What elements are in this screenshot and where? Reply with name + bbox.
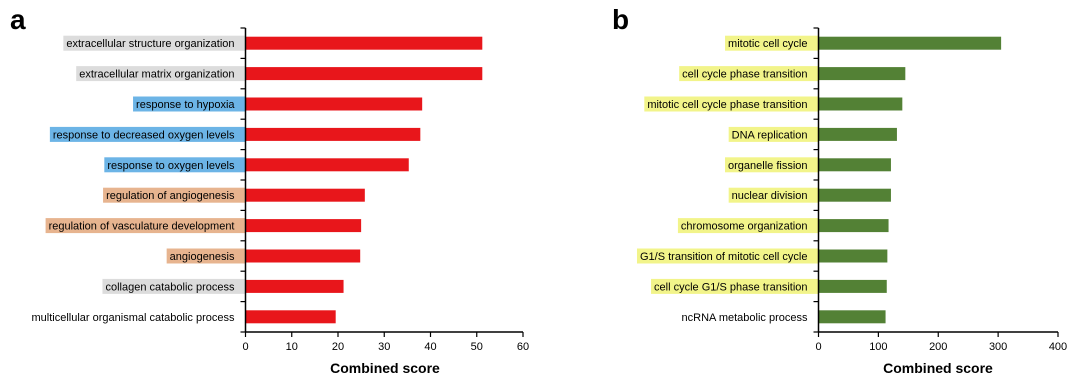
x-tick-label: 100 [869,341,887,353]
bar [245,279,344,293]
category-label: angiogenesis [170,251,235,263]
category-label: cell cycle phase transition [682,69,807,81]
bar [818,279,887,293]
bar [245,158,409,172]
category-label: G1/S transition of mitotic cell cycle [640,251,808,263]
category-label: response to decreased oxygen levels [53,129,235,141]
category-highlight [102,278,246,294]
bar [245,127,421,141]
panel-b-chart: b mitotic cell cycle cell cycle phase tran… [612,4,1067,376]
x-tick-label: 300 [989,341,1007,353]
category-highlight [133,96,246,112]
category-label: regulation of vasculature development [49,221,235,233]
bar [245,249,361,263]
category-label: collagen catabolic process [105,281,235,293]
bar [245,188,365,202]
panel-label-b: b [612,4,629,35]
x-tick-label: 50 [471,341,483,353]
category-label: mitotic cell cycle [728,38,807,50]
x-tick-label: 200 [929,341,947,353]
bar [818,127,897,141]
bar [818,249,888,263]
category-highlight [677,218,819,234]
x-tick-label: 10 [286,341,298,353]
bar [245,219,362,233]
category-label: multicellular organismal catabolic proce… [32,312,235,324]
x-tick-label: 0 [242,341,248,353]
x-tick-label: 0 [815,341,821,353]
bar [818,36,1002,50]
bar [818,310,886,324]
category-label: cell cycle G1/S phase transition [654,281,807,293]
category-label: organelle fission [728,160,808,172]
category-label: ncRNA metabolic process [682,312,808,324]
panel-label-a: a [10,4,26,35]
category-highlight [103,187,246,203]
category-highlight [45,218,246,234]
bar [245,97,423,111]
bar [245,36,483,50]
category-label: mitotic cell cycle phase transition [647,99,807,111]
x-tick-label: 30 [378,341,390,353]
category-highlight [651,278,819,294]
bar [245,67,483,81]
category-highlight [63,35,246,51]
category-highlight [636,248,819,264]
category-label: extracellular matrix organization [79,69,234,81]
category-highlight [679,66,819,82]
category-highlight [728,126,819,142]
category-highlight [76,66,246,82]
category-highlight [104,157,246,173]
category-label: response to hypoxia [136,99,235,111]
x-axis-title: Combined score [883,360,993,376]
category-label: chromosome organization [681,221,808,233]
category-label: response to oxygen levels [107,160,235,172]
category-label: DNA replication [732,129,808,141]
category-highlight [725,157,819,173]
category-highlight [49,126,246,142]
bar [245,310,336,324]
bar [818,158,891,172]
category-highlight [644,96,819,112]
bar [818,97,903,111]
bar [818,67,906,81]
bar [818,188,891,202]
category-highlight [725,35,819,51]
x-axis-title: Combined score [330,360,440,376]
x-tick-label: 60 [517,341,529,353]
category-label: extracellular structure organization [66,38,234,50]
x-tick-label: 400 [1049,341,1067,353]
panel-a-chart: a extracellular structure organization ext… [10,4,529,376]
x-tick-label: 20 [332,341,344,353]
category-highlight [166,248,246,264]
bar [818,219,889,233]
category-label: nuclear division [732,190,808,202]
category-highlight [728,187,819,203]
category-label: regulation of angiogenesis [106,190,235,202]
x-tick-label: 40 [424,341,436,353]
